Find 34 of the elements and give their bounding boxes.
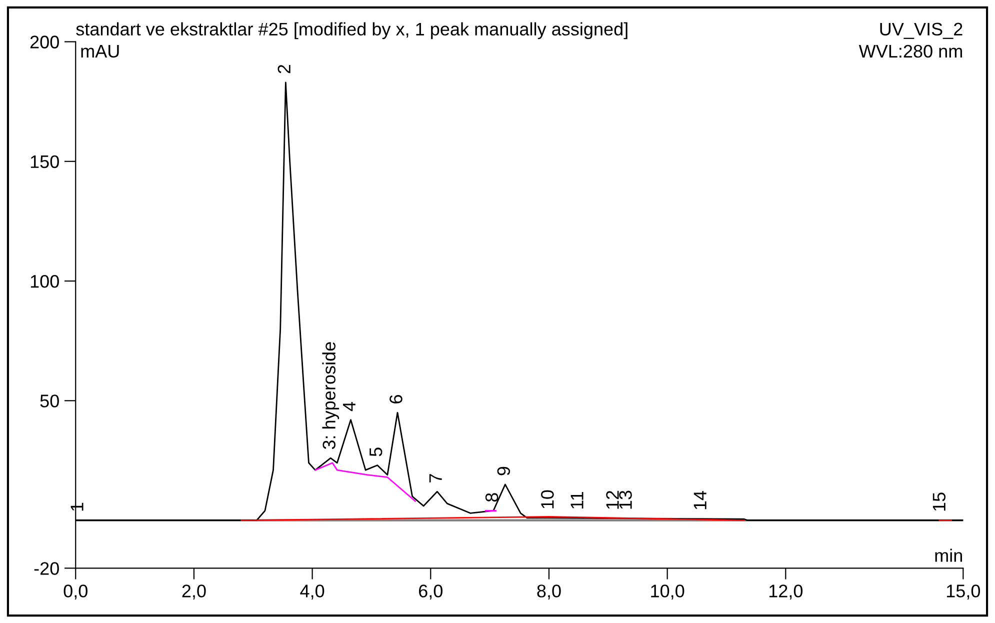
x-axis-title: min — [935, 548, 962, 562]
annotation: 10 — [541, 490, 554, 508]
y-tick-label: 150 — [30, 155, 59, 168]
annotation: 15 — [932, 492, 946, 511]
x-tick-label: 8,0 — [537, 584, 561, 600]
annotation: 2 — [278, 64, 290, 74]
chart-subtitle: UV_VIS_2 — [880, 22, 962, 39]
annotation: 11 — [570, 492, 584, 508]
y-tick-label: 50 — [40, 394, 59, 408]
x-tick-label: 4,0 — [300, 584, 324, 600]
y-tick-label: -20 — [34, 562, 59, 575]
x-tick-label: 15,0 — [946, 584, 980, 600]
x-tick-label: 2,0 — [182, 584, 206, 600]
annotation: 5 — [370, 448, 382, 456]
y-tick-label: 100 — [30, 274, 59, 288]
annotation: 3: hyperoside — [322, 342, 340, 450]
annotation: 9 — [497, 466, 510, 476]
x-tick-label: 0,0 — [64, 584, 88, 600]
annotation: 14 — [694, 490, 706, 510]
chart-title: standart ve ekstraktlar #25 [modified by x, 1 peak manually assigned] — [76, 22, 628, 40]
x-tick-label: 10,0 — [651, 584, 684, 600]
annotation: 13 — [619, 490, 632, 509]
annotation: 8 — [485, 493, 498, 502]
y-tick-label: 200 — [30, 36, 59, 48]
y-axis-title: mAU — [81, 45, 119, 58]
annotation: 7 — [429, 474, 442, 482]
annotation: 12 — [606, 490, 619, 509]
line-series — [314, 462, 416, 502]
annotation: 4 — [343, 402, 356, 412]
annotation: 6 — [390, 395, 402, 404]
x-tick-label: 12,0 — [769, 584, 803, 600]
annotation: 1 — [70, 502, 84, 511]
x-tick-label: 6,0 — [419, 584, 442, 600]
annotation: WVL:280 nm — [858, 44, 962, 58]
